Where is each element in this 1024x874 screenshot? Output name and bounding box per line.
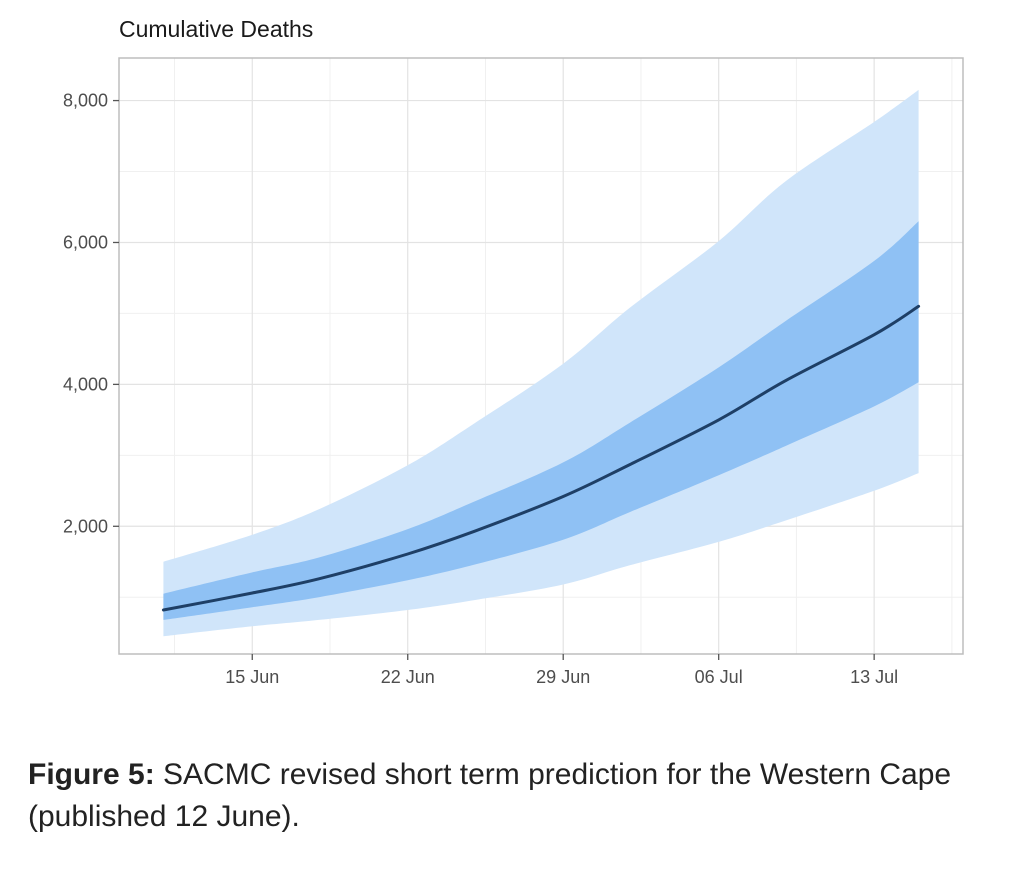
x-tick-label: 15 Jun bbox=[225, 667, 279, 687]
y-axis-ticks: 2,000 4,000 6,000 8,000 bbox=[63, 91, 119, 536]
caption-text: SACMC revised short term prediction for … bbox=[28, 758, 952, 833]
caption-label: Figure 5: bbox=[28, 758, 155, 791]
prediction-lines bbox=[161, 304, 921, 612]
x-tick-label: 29 Jun bbox=[536, 667, 590, 687]
chart: 2,000 4,000 6,000 8,000 15 Jun 22 Jun 29 Jun 0… bbox=[63, 57, 964, 687]
x-tick-label: 13 Jul bbox=[850, 667, 898, 687]
prediction-band-1 bbox=[163, 221, 919, 620]
y-tick-label: 8,000 bbox=[63, 91, 108, 111]
x-tick-label: 22 Jun bbox=[381, 667, 435, 687]
prediction-band-0 bbox=[163, 89, 919, 637]
x-tick-label: 06 Jul bbox=[695, 667, 743, 687]
y-tick-label: 2,000 bbox=[63, 516, 108, 536]
plot-panel-border bbox=[118, 57, 964, 655]
median-prediction-line bbox=[161, 304, 921, 612]
chart-title: Cumulative Deaths bbox=[119, 16, 314, 42]
x-axis-ticks: 15 Jun 22 Jun 29 Jun 06 Jul 13 Jul bbox=[225, 654, 898, 687]
y-tick-label: 6,000 bbox=[63, 232, 108, 252]
prediction-bands bbox=[163, 89, 919, 637]
figure-caption: Figure 5: SACMC revised short term predi… bbox=[28, 754, 988, 838]
y-tick-label: 4,000 bbox=[63, 374, 108, 394]
